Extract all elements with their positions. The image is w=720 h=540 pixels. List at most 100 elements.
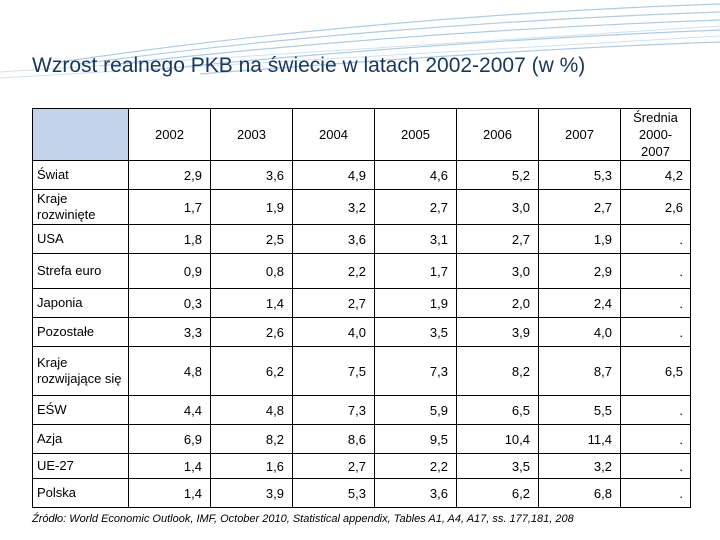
- value-cell: 2,2: [292, 253, 375, 289]
- value-cell: 2,7: [292, 453, 375, 479]
- value-cell: 1,4: [128, 453, 211, 479]
- value-cell: 5,3: [538, 160, 621, 190]
- decorative-swoosh: [0, 3, 720, 79]
- value-cell: 3,5: [374, 317, 457, 347]
- table-row: EŚW 4,4 4,8 7,3 5,9 6,5 5,5.: [32, 395, 691, 425]
- value-cell: 3,0: [456, 253, 539, 289]
- row-label: Kraje rozwinięte: [32, 189, 129, 225]
- table-row: Świat 2,9 3,6 4,9 4,6 5,2 5,3 4,2: [32, 160, 691, 190]
- value-cell: 1,9: [210, 189, 293, 225]
- row-label: Polska: [32, 478, 129, 508]
- value-cell: 1,7: [128, 189, 211, 225]
- value-cell: 1,6: [210, 453, 293, 479]
- value-cell: 2,5: [210, 224, 293, 254]
- value-cell: 6,5: [456, 395, 539, 425]
- average-column-header: Średnia 2000-2007: [620, 108, 691, 161]
- value-cell: 4,0: [538, 317, 621, 347]
- table-row: Polska 1,4 3,9 5,3 3,6 6,2 6,8.: [32, 478, 691, 508]
- average-cell: .: [620, 424, 691, 454]
- table-row: Kraje rozwinięte 1,7 1,9 3,2 2,7 3,0 2,7 2,6: [32, 189, 691, 225]
- value-cell: 1,8: [128, 224, 211, 254]
- value-cell: 2,0: [456, 288, 539, 318]
- value-cell: 9,5: [374, 424, 457, 454]
- average-cell: 2,6: [620, 189, 691, 225]
- value-cell: 2,7: [456, 224, 539, 254]
- value-cell: 2,6: [210, 317, 293, 347]
- value-cell: 8,7: [538, 346, 621, 396]
- row-label: Strefa euro: [32, 253, 129, 289]
- value-cell: 4,4: [128, 395, 211, 425]
- source-note: Źródło: World Economic Outlook, IMF, Oct…: [32, 513, 574, 525]
- column-header: 2004: [292, 108, 375, 161]
- gdp-growth-table: 2002 2003 2004 2005 2006 2007 Średnia 20…: [32, 108, 691, 508]
- value-cell: 3,2: [538, 453, 621, 479]
- value-cell: 3,9: [456, 317, 539, 347]
- average-cell: .: [620, 317, 691, 347]
- row-label: USA: [32, 224, 129, 254]
- value-cell: 0,8: [210, 253, 293, 289]
- row-label: Japonia: [32, 288, 129, 318]
- value-cell: 3,2: [292, 189, 375, 225]
- value-cell: 8,2: [210, 424, 293, 454]
- column-header: 2006: [456, 108, 539, 161]
- average-cell: .: [620, 453, 691, 479]
- average-header-line1: Średnia: [633, 110, 678, 125]
- value-cell: 5,9: [374, 395, 457, 425]
- table-row: USA 1,8 2,5 3,6 3,1 2,7 1,9.: [32, 224, 691, 254]
- table-row: Japonia 0,3 1,4 2,7 1,9 2,0 2,4.: [32, 288, 691, 318]
- value-cell: 1,9: [374, 288, 457, 318]
- page-title: Wzrost realnego PKB na świecie w latach …: [32, 54, 586, 77]
- value-cell: 1,4: [128, 478, 211, 508]
- value-cell: 4,8: [210, 395, 293, 425]
- value-cell: 5,2: [456, 160, 539, 190]
- value-cell: 2,7: [292, 288, 375, 318]
- average-cell: 6,5: [620, 346, 691, 396]
- table-row: Kraje rozwijające się 4,8 6,2 7,5 7,3 8,2 8,7 6…: [32, 346, 691, 396]
- value-cell: 6,2: [456, 478, 539, 508]
- value-cell: 3,1: [374, 224, 457, 254]
- value-cell: 1,4: [210, 288, 293, 318]
- value-cell: 0,3: [128, 288, 211, 318]
- value-cell: 3,6: [374, 478, 457, 508]
- value-cell: 2,4: [538, 288, 621, 318]
- table-row: Pozostałe 3,3 2,6 4,0 3,5 3,9 4,0.: [32, 317, 691, 347]
- value-cell: 3,9: [210, 478, 293, 508]
- average-cell: .: [620, 288, 691, 318]
- value-cell: 4,0: [292, 317, 375, 347]
- value-cell: 10,4: [456, 424, 539, 454]
- average-header-line2: 2000-2007: [638, 127, 673, 159]
- value-cell: 8,2: [456, 346, 539, 396]
- average-cell: .: [620, 224, 691, 254]
- value-cell: 7,5: [292, 346, 375, 396]
- value-cell: 5,3: [292, 478, 375, 508]
- value-cell: 1,7: [374, 253, 457, 289]
- row-label: Azja: [32, 424, 129, 454]
- column-header: 2003: [210, 108, 293, 161]
- value-cell: 2,7: [538, 189, 621, 225]
- value-cell: 7,3: [374, 346, 457, 396]
- value-cell: 7,3: [292, 395, 375, 425]
- table-row: Strefa euro 0,9 0,8 2,2 1,7 3,0 2,9.: [32, 253, 691, 289]
- value-cell: 2,9: [538, 253, 621, 289]
- value-cell: 2,7: [374, 189, 457, 225]
- average-cell: 4,2: [620, 160, 691, 190]
- value-cell: 2,2: [374, 453, 457, 479]
- value-cell: 3,5: [456, 453, 539, 479]
- row-label: UE-27: [32, 453, 129, 479]
- average-cell: .: [620, 478, 691, 508]
- column-header: 2005: [374, 108, 457, 161]
- value-cell: 0,9: [128, 253, 211, 289]
- value-cell: 3,6: [292, 224, 375, 254]
- value-cell: 3,6: [210, 160, 293, 190]
- value-cell: 8,6: [292, 424, 375, 454]
- value-cell: 5,5: [538, 395, 621, 425]
- value-cell: 1,9: [538, 224, 621, 254]
- value-cell: 3,0: [456, 189, 539, 225]
- column-header: 2007: [538, 108, 621, 161]
- table-row: Azja 6,9 8,2 8,6 9,5 10,4 11,4.: [32, 424, 691, 454]
- value-cell: 6,8: [538, 478, 621, 508]
- table-header-row: 2002 2003 2004 2005 2006 2007 Średnia 20…: [32, 108, 691, 161]
- row-label: Pozostałe: [32, 317, 129, 347]
- value-cell: 2,9: [128, 160, 211, 190]
- row-label: Kraje rozwijające się: [32, 346, 129, 396]
